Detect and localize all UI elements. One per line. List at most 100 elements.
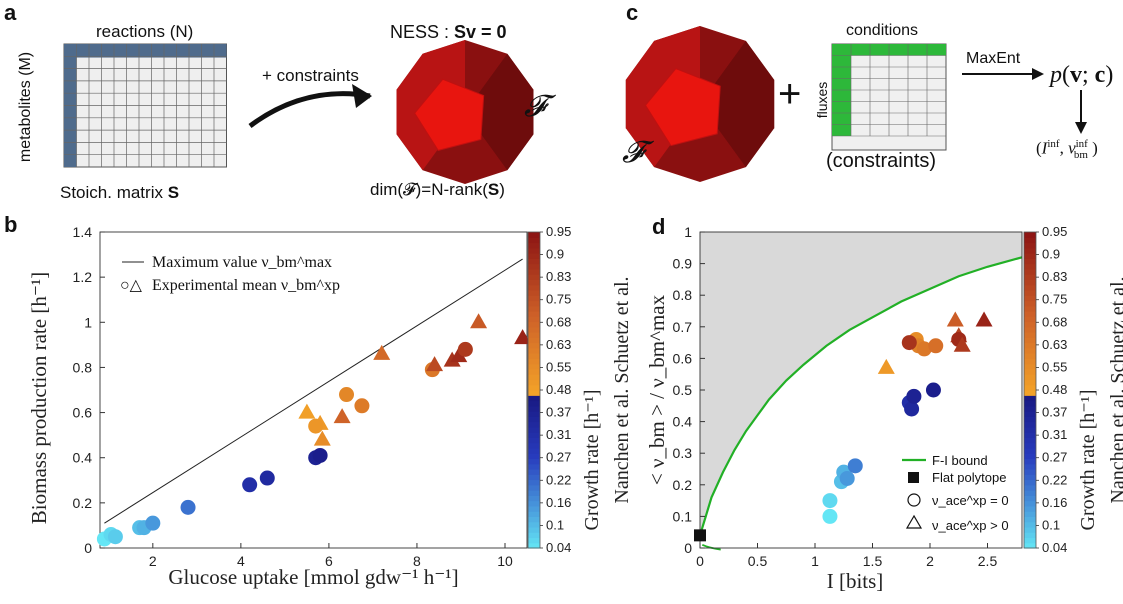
colorbar-d-segment	[1024, 479, 1036, 486]
chart-d-ytick-label: 0	[684, 540, 692, 556]
colorbar-d-segment	[1024, 368, 1036, 375]
colorbar-d-segment	[1024, 542, 1036, 549]
colorbar-b-segment	[528, 500, 540, 507]
chart-b-point	[313, 430, 331, 446]
polytope-c-right-face	[700, 40, 775, 168]
chart-b-point	[107, 529, 123, 545]
colorbar-d-segment	[1024, 358, 1036, 365]
colorbar-b-segment	[528, 289, 540, 296]
chart-d-ytick-label: 0.9	[673, 256, 693, 272]
colorbar-d-segment	[1024, 405, 1036, 412]
legend-marker-symbols: ○△	[120, 277, 143, 294]
colorbar-b-tick-label: 0.9	[546, 247, 564, 262]
colorbar-d-segment	[1024, 311, 1036, 317]
colorbar-b-segment	[528, 511, 540, 517]
chart-b-point	[514, 329, 532, 345]
legend-ace-zero: ν_ace^xp = 0	[932, 493, 1009, 508]
chart-b-ytick-label: 0	[84, 540, 92, 556]
dim-label: dim(𝓕)=N-rank(S)	[370, 180, 505, 199]
colorbar-d-tick-label: 0.31	[1042, 427, 1067, 442]
chart-b-point	[298, 403, 316, 419]
colorbar-d-segment	[1024, 511, 1036, 517]
colorbar-d-segment	[1024, 337, 1036, 344]
colorbar-b-segment	[528, 316, 540, 323]
colorbar-d-segment	[1024, 416, 1036, 423]
chart-d-xtick-label: 0	[696, 553, 704, 569]
colorbar-d-segment	[1024, 484, 1036, 491]
colorbar-d-segment	[1024, 490, 1036, 496]
colorbar-b-segment	[528, 458, 540, 465]
stoich-matrix-caption: Stoich. matrix S	[60, 183, 180, 202]
chart-b-ytick-label: 0.4	[73, 450, 93, 466]
chart-d-xtick-label: 0.5	[748, 553, 768, 569]
polytope-c-front-face	[644, 68, 721, 147]
colorbar-b-tick-label: 0.75	[546, 292, 571, 307]
colorbar-b-segment	[528, 295, 540, 302]
colorbar-b-segment	[528, 400, 540, 407]
ness-label: NESS : Sv = 0	[390, 22, 507, 42]
chart-d-ytick-label: 1	[684, 224, 692, 240]
chart-b-xtick-label: 8	[413, 553, 421, 569]
chart-b-ytick-label: 1	[84, 314, 92, 330]
colorbar-d-tick-label: 0.22	[1042, 472, 1067, 487]
colorbar-b-segment	[528, 490, 540, 496]
colorbar-b-segment	[528, 526, 540, 533]
legend-circle-sample	[907, 493, 921, 507]
colorbar-b-tick-label: 0.48	[546, 382, 571, 397]
colorbar-d-segment	[1024, 453, 1036, 460]
chart-d-point	[847, 458, 863, 474]
chart-d-ytick-label: 0.8	[673, 287, 693, 303]
chart-b-point	[426, 356, 444, 372]
colorbar-d-tick-label: 0.55	[1042, 359, 1067, 374]
colorbar-d-segment	[1024, 237, 1036, 244]
chart-d-ytick-label: 0.6	[673, 350, 693, 366]
chart-b-frame	[99, 231, 528, 549]
colorbar-b-segment	[528, 479, 540, 486]
chart-d-point	[928, 338, 944, 354]
chart-b-point	[242, 477, 258, 493]
colorbar-d-tick-label: 0.68	[1042, 314, 1067, 329]
colorbar-d-segment	[1024, 242, 1036, 249]
colorbar-b-segment	[528, 474, 540, 481]
polytope-symbol-a: 𝓕	[524, 90, 547, 123]
chart-b-xtick-label: 2	[149, 553, 157, 569]
chart-b-point	[450, 347, 468, 363]
colorbar-d-segment	[1024, 316, 1036, 323]
panel-letter-d: d	[652, 214, 666, 239]
chart-d-point	[877, 358, 895, 374]
colorbar-b-segment	[528, 453, 540, 460]
legend-flat-polytope: Flat polytope	[932, 470, 1006, 485]
colorbar-b-segment	[528, 326, 540, 333]
maxent-label: MaxEnt	[966, 50, 1021, 67]
colorbar-b-segment	[528, 374, 540, 381]
reactions-header: reactions (N)	[96, 22, 194, 41]
chart-d-xlabel: I [bits]	[827, 569, 884, 593]
colorbar-d-tick-label: 0.37	[1042, 405, 1067, 420]
colorbar-b-tick-label: 0.83	[546, 269, 571, 284]
chart-b-point	[145, 515, 161, 531]
chart-b-point	[180, 499, 196, 515]
colorbar-d: 0.04 0.1 0.16 0.22 0.27 0.31 0.37 0.48 0.55 0.63 0…	[1023, 224, 1123, 555]
colorbar-b-segment	[528, 268, 540, 275]
chart-b-ytick-label: 0.8	[73, 359, 93, 375]
colorbar-d-segment	[1024, 505, 1036, 512]
colorbar-b-segment	[528, 437, 540, 444]
colorbar-b-segment	[528, 505, 540, 512]
colorbar-b-segment	[528, 353, 540, 359]
colorbar-d-segment	[1024, 532, 1036, 539]
colorbar-b-segment	[528, 542, 540, 549]
panel-letter-c: c	[626, 0, 639, 25]
constraints-label: + constraints	[262, 66, 359, 85]
colorbar-b-tick-label: 0.55	[546, 359, 571, 374]
colorbar-d-tick-label: 0.1	[1042, 517, 1060, 532]
colorbar-d-segment	[1024, 232, 1036, 238]
maxent-arrowhead	[1032, 68, 1044, 80]
chart-d-xtick-label: 1	[811, 553, 819, 569]
colorbar-d-tick-label: 0.83	[1042, 269, 1067, 284]
f-i-bound-curve	[698, 256, 1023, 536]
infeasible-region	[700, 232, 1022, 536]
colorbar-d-segment	[1024, 284, 1036, 291]
chart-b-ytick-label: 0.2	[73, 495, 93, 511]
chart-d-xtick-label: 2	[926, 553, 934, 569]
colorbar-d-segment	[1024, 363, 1036, 370]
